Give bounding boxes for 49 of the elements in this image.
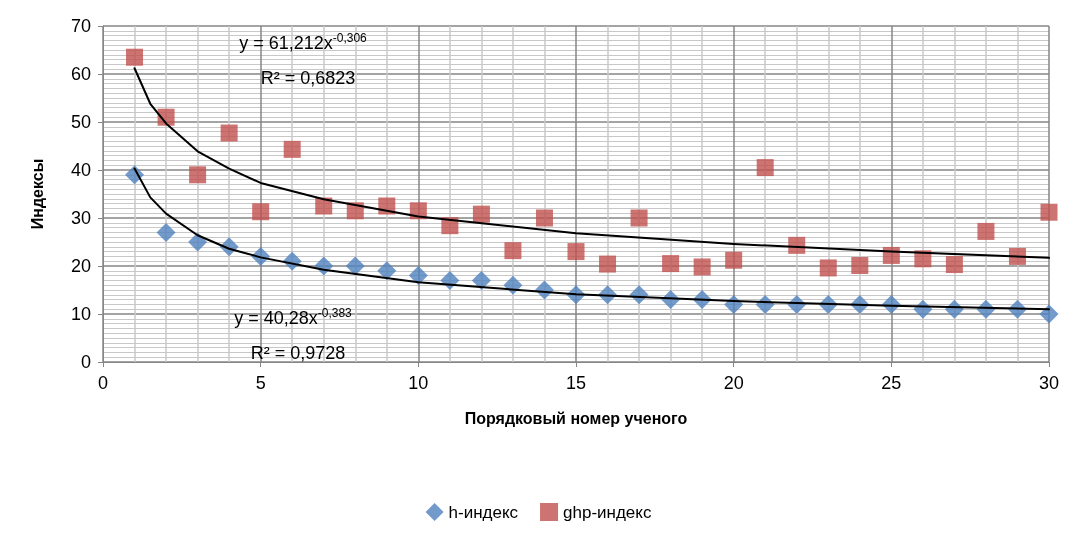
point — [220, 124, 238, 142]
x-tick-label: 25 — [881, 373, 902, 393]
y-axis-title: Индексы — [28, 158, 46, 230]
point — [408, 266, 428, 286]
point — [662, 255, 680, 273]
point — [252, 203, 270, 221]
legend-label: h-индекс — [448, 502, 519, 522]
y-tick-label: 50 — [70, 112, 91, 132]
x-tick-label: 10 — [408, 373, 429, 393]
point — [693, 258, 711, 276]
point — [819, 259, 837, 277]
annotation: R² = 0,9728 — [250, 343, 346, 363]
point — [756, 159, 774, 177]
point — [189, 166, 207, 184]
point — [567, 243, 585, 261]
y-tick-label: 70 — [70, 16, 91, 36]
point — [126, 48, 144, 66]
x-tick-label: 5 — [255, 373, 266, 393]
point — [725, 251, 743, 269]
point — [504, 242, 522, 260]
x-tick-label: 20 — [723, 373, 744, 393]
x-tick-label: 15 — [565, 373, 587, 393]
point — [377, 261, 397, 281]
point — [315, 197, 333, 215]
point — [472, 205, 490, 223]
point — [851, 257, 869, 275]
y-tick-label: 0 — [80, 352, 91, 372]
y-tick-label: 30 — [70, 208, 91, 228]
y-tick-label: 10 — [70, 304, 91, 324]
y-tick-label: 60 — [70, 64, 91, 84]
y-tick-label: 20 — [70, 256, 91, 276]
annotation: R² = 0,6823 — [260, 68, 356, 88]
point — [599, 255, 617, 273]
point — [283, 140, 301, 158]
point — [945, 256, 963, 274]
x-axis-title: Порядковый номер ученого — [464, 409, 688, 427]
point — [630, 209, 648, 227]
x-tick-label: 0 — [97, 373, 109, 393]
point — [535, 209, 553, 227]
point — [1040, 203, 1058, 221]
legend-label: ghp-индекс — [563, 502, 652, 522]
x-tick-label: 30 — [1038, 373, 1060, 393]
point — [345, 256, 365, 276]
point — [471, 270, 491, 290]
point — [188, 232, 208, 252]
point — [156, 222, 176, 242]
point — [1039, 304, 1059, 324]
y-tick-label: 40 — [70, 160, 91, 180]
point — [977, 222, 995, 240]
